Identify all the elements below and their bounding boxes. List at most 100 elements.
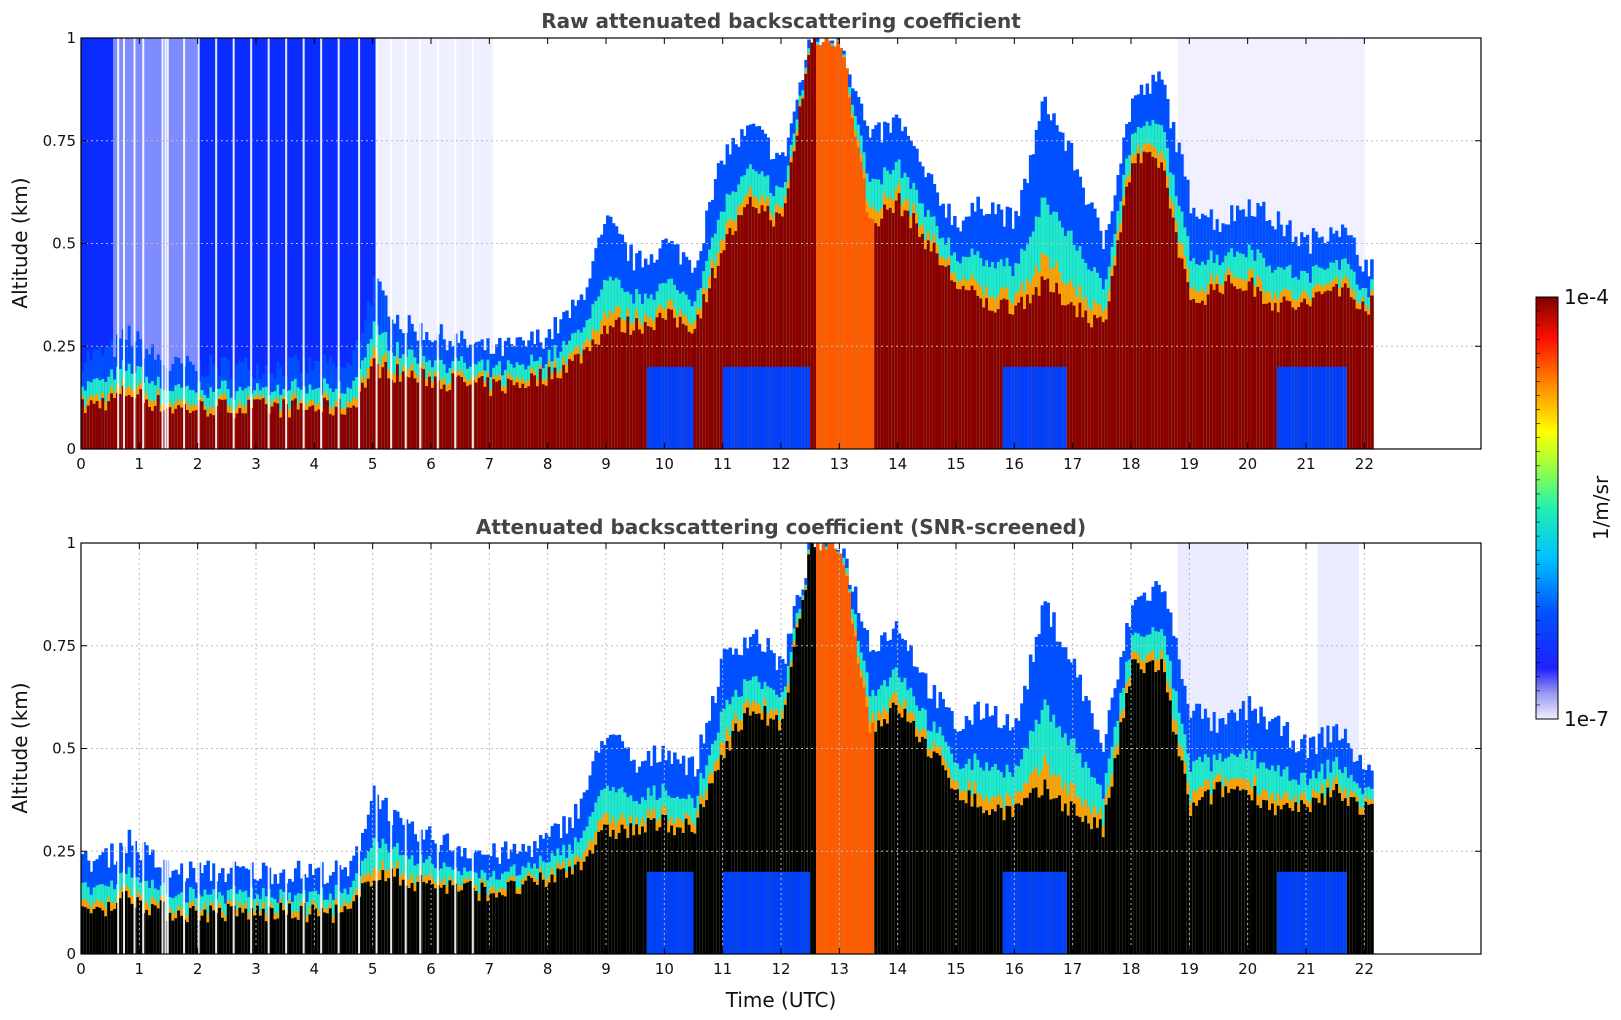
heat-cell bbox=[1028, 871, 1033, 954]
heat-cell bbox=[104, 410, 108, 449]
heat-cell bbox=[1040, 366, 1045, 449]
x-tick-label: 19 bbox=[1180, 960, 1199, 978]
x-tick-label: 18 bbox=[1121, 455, 1140, 473]
heat-cell bbox=[1084, 310, 1088, 449]
heat-cell bbox=[1072, 803, 1077, 954]
heat-cell bbox=[433, 38, 438, 449]
heat-cell bbox=[209, 413, 213, 449]
x-tick-label: 2 bbox=[193, 960, 203, 978]
heat-cell bbox=[81, 906, 85, 954]
heat-cell bbox=[209, 905, 213, 954]
heat-cell bbox=[107, 401, 111, 449]
heat-cell bbox=[1265, 800, 1269, 954]
heat-cell bbox=[734, 231, 738, 449]
heat-cell bbox=[894, 704, 899, 954]
heat-cell bbox=[1306, 871, 1310, 954]
heat-cell bbox=[311, 38, 315, 449]
heat-cell bbox=[1262, 799, 1266, 954]
heat-cell bbox=[1244, 790, 1249, 954]
heat-cell bbox=[256, 399, 260, 449]
heat-cell bbox=[766, 725, 770, 954]
heat-cell bbox=[1128, 686, 1132, 954]
heat-cell bbox=[177, 405, 181, 449]
missing-profile bbox=[267, 543, 270, 954]
heat-cell bbox=[113, 38, 117, 449]
heat-cell bbox=[156, 908, 161, 954]
heat-cell bbox=[1174, 232, 1179, 449]
heat-cell bbox=[912, 213, 916, 449]
heat-cell bbox=[1040, 276, 1045, 449]
heat-cell bbox=[912, 720, 916, 954]
heat-cell bbox=[486, 38, 490, 449]
heat-cell bbox=[512, 385, 517, 449]
heat-cell bbox=[743, 871, 747, 954]
heat-cell bbox=[696, 314, 700, 449]
heat-cell bbox=[635, 318, 639, 449]
heat-cell bbox=[737, 871, 741, 954]
x-tick-label: 17 bbox=[1063, 455, 1082, 473]
heat-cell bbox=[638, 834, 642, 954]
heat-cell bbox=[86, 38, 91, 449]
heat-cell bbox=[501, 895, 505, 954]
heat-cell bbox=[684, 366, 689, 449]
heat-cell bbox=[1098, 819, 1103, 954]
heat-cell bbox=[722, 871, 727, 954]
heat-cell bbox=[200, 915, 205, 954]
heat-cell bbox=[667, 871, 671, 954]
missing-profile bbox=[123, 543, 125, 954]
heat-cell bbox=[276, 403, 280, 449]
x-tick-label: 22 bbox=[1355, 455, 1374, 473]
heat-cell bbox=[1338, 366, 1342, 449]
heat-cell bbox=[880, 218, 884, 449]
heat-cell bbox=[816, 44, 820, 449]
heat-cell bbox=[378, 38, 383, 449]
heat-cell bbox=[783, 704, 788, 954]
heat-cell bbox=[1218, 292, 1223, 449]
heat-cell bbox=[92, 403, 97, 449]
heat-cell bbox=[608, 325, 613, 449]
missing-profile bbox=[337, 543, 340, 954]
heat-cell bbox=[206, 922, 210, 954]
heat-cell bbox=[1361, 814, 1365, 954]
heat-cell bbox=[845, 68, 849, 449]
heat-cell bbox=[1335, 283, 1339, 449]
x-tick-label: 22 bbox=[1355, 960, 1374, 978]
heat-cell bbox=[827, 41, 832, 449]
heat-cell bbox=[786, 692, 791, 954]
heat-cell bbox=[1244, 290, 1249, 449]
heat-cell bbox=[1049, 366, 1053, 449]
heat-cell bbox=[874, 223, 878, 449]
heat-cell bbox=[1338, 871, 1342, 954]
heat-cell bbox=[798, 618, 803, 954]
missing-profile bbox=[183, 543, 186, 954]
heat-cell bbox=[778, 366, 782, 449]
heat-cell bbox=[991, 310, 995, 449]
heat-cell bbox=[151, 410, 155, 449]
heat-cell bbox=[760, 871, 765, 954]
heat-cell bbox=[731, 234, 735, 449]
heat-cell bbox=[1101, 837, 1106, 954]
heat-cell bbox=[699, 804, 703, 954]
heat-cell bbox=[766, 871, 770, 954]
heat-cell bbox=[352, 38, 356, 449]
missing-profile bbox=[123, 38, 125, 449]
heat-cell bbox=[935, 253, 940, 449]
heat-cell bbox=[690, 366, 695, 449]
heat-cell bbox=[751, 871, 756, 954]
heat-cell bbox=[600, 334, 604, 449]
y-tick-label: 1 bbox=[66, 534, 76, 552]
heat-cell bbox=[1131, 659, 1135, 954]
heat-cell bbox=[783, 366, 788, 449]
heat-cell bbox=[550, 874, 555, 954]
heat-cell bbox=[541, 384, 546, 449]
heat-cell bbox=[801, 600, 805, 954]
heat-cell bbox=[145, 399, 149, 449]
heat-cell bbox=[979, 298, 983, 449]
x-tick-label: 9 bbox=[601, 960, 611, 978]
heat-cell bbox=[719, 754, 724, 954]
heat-cell bbox=[1317, 871, 1322, 954]
heat-cell bbox=[953, 282, 957, 449]
heat-cell bbox=[515, 893, 520, 954]
heat-cell bbox=[1370, 803, 1374, 954]
heat-cell bbox=[253, 915, 257, 954]
